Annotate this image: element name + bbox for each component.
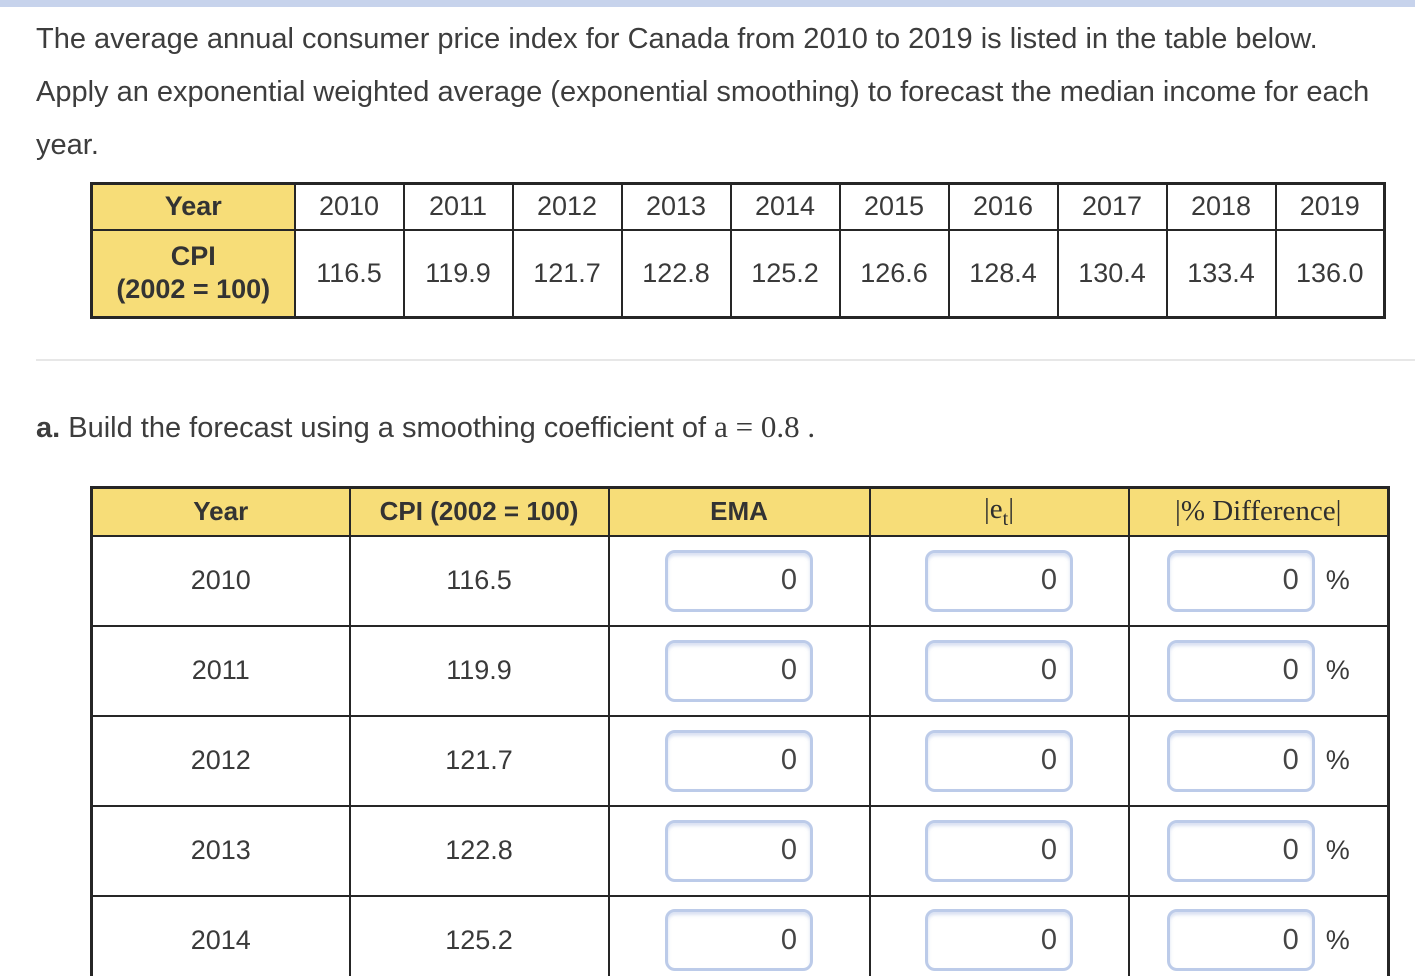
part-a-text: Build the forecast using a smoothing coe… <box>60 412 715 444</box>
year-cell: 2013 <box>620 182 732 231</box>
ema-input-2014[interactable] <box>665 909 813 972</box>
cpi-row-header-line1: CPI <box>170 241 216 272</box>
ema-input-2013[interactable] <box>665 819 813 882</box>
cpi-value-cell: 128.4 <box>947 228 1059 319</box>
cpi-value-cell: 125.2 <box>729 228 841 319</box>
ema-input-2011[interactable] <box>665 639 813 702</box>
top-accent-bar <box>0 0 1415 7</box>
percent-sign: % <box>1325 745 1350 775</box>
cpi-source-table-year-row: Year 2010 2011 2012 2013 2014 2015 2016 … <box>90 182 1386 231</box>
part-a-math-expression: a = 0.8 . <box>714 409 816 444</box>
cpi-value-cell: 130.4 <box>1056 228 1168 319</box>
year-cell: 2011 <box>402 182 514 231</box>
cpi-value-cell: 133.4 <box>1165 228 1277 319</box>
forecast-row-2011: 2011 119.9 % <box>90 624 1390 717</box>
ema-input-2012[interactable] <box>665 729 813 792</box>
percent-sign: % <box>1325 655 1350 685</box>
percent-difference-input-2011[interactable] <box>1166 639 1315 702</box>
year-cell: 2015 <box>838 182 950 231</box>
abs-error-input-2011[interactable] <box>925 639 1073 702</box>
cpi-cell: 116.5 <box>348 534 610 627</box>
cpi-value-cell: 136.0 <box>1274 228 1386 319</box>
forecast-row-2012: 2012 121.7 % <box>90 714 1390 807</box>
abs-error-post: | <box>1008 492 1015 525</box>
abs-error-sub: t <box>1002 507 1009 530</box>
year-cell: 2014 <box>729 182 841 231</box>
problem-statement: The average annual consumer price index … <box>36 23 1370 161</box>
header-year: Year <box>90 486 351 537</box>
cpi-value-cell: 119.9 <box>402 228 514 319</box>
year-cell: 2017 <box>1056 182 1168 231</box>
abs-error-input-2010[interactable] <box>925 549 1073 612</box>
forecast-answer-table: Year CPI (2002 = 100) EMA |et| |% Differ… <box>90 486 1390 976</box>
forecast-row-2014: 2014 125.2 % <box>90 894 1390 976</box>
year-cell: 2010 <box>90 534 351 627</box>
header-cpi: CPI (2002 = 100) <box>348 486 610 537</box>
abs-error-input-2012[interactable] <box>925 729 1073 792</box>
percent-difference-input-2014[interactable] <box>1166 909 1315 972</box>
abs-error-input-2014[interactable] <box>925 909 1073 972</box>
percent-difference-input-2012[interactable] <box>1166 729 1315 792</box>
percent-difference-input-2010[interactable] <box>1166 549 1315 612</box>
year-cell: 2010 <box>293 182 405 231</box>
cpi-value-cell: 122.8 <box>620 228 732 319</box>
cpi-cell: 122.8 <box>348 804 610 897</box>
percent-sign: % <box>1325 924 1350 955</box>
forecast-table-header-row: Year CPI (2002 = 100) EMA |et| |% Differ… <box>90 486 1390 537</box>
year-cell: 2011 <box>90 624 351 717</box>
year-cell: 2013 <box>90 804 351 897</box>
abs-error-input-2013[interactable] <box>925 819 1073 882</box>
year-cell: 2012 <box>90 714 351 807</box>
percent-sign: % <box>1325 565 1350 595</box>
percent-difference-input-2013[interactable] <box>1166 819 1315 882</box>
cpi-value-cell: 121.7 <box>511 228 623 319</box>
year-cell: 2019 <box>1274 182 1386 231</box>
header-ema: EMA <box>607 486 871 537</box>
year-cell: 2012 <box>511 182 623 231</box>
cpi-value-cell: 126.6 <box>838 228 950 319</box>
cpi-cell: 125.2 <box>348 894 610 976</box>
forecast-row-2013: 2013 122.8 % <box>90 804 1390 897</box>
part-a-label: a. <box>36 412 61 444</box>
part-a-instruction: a. Build the forecast using a smoothing … <box>36 409 1415 445</box>
header-percent-difference: |% Difference| <box>1127 486 1390 537</box>
ema-input-2010[interactable] <box>665 549 813 612</box>
cpi-cell: 121.7 <box>348 714 610 807</box>
year-cell: 2014 <box>90 894 351 976</box>
cpi-source-table: Year 2010 2011 2012 2013 2014 2015 2016 … <box>90 182 1386 319</box>
year-row-header: Year <box>90 182 296 231</box>
header-abs-error: |et| <box>868 486 1130 537</box>
cpi-row-header-line2: (2002 = 100) <box>116 274 271 305</box>
cpi-value-cell: 116.5 <box>293 228 405 319</box>
year-cell: 2016 <box>947 182 1059 231</box>
section-divider <box>36 359 1415 361</box>
cpi-cell: 119.9 <box>348 624 610 717</box>
year-cell: 2018 <box>1165 182 1277 231</box>
abs-error-pre: |e <box>983 492 1003 525</box>
percent-sign: % <box>1325 835 1350 865</box>
forecast-row-2010: 2010 116.5 % <box>90 534 1390 627</box>
cpi-source-table-value-row: CPI (2002 = 100) 116.5 119.9 121.7 122.8… <box>90 228 1386 319</box>
cpi-row-header: CPI (2002 = 100) <box>90 228 296 319</box>
